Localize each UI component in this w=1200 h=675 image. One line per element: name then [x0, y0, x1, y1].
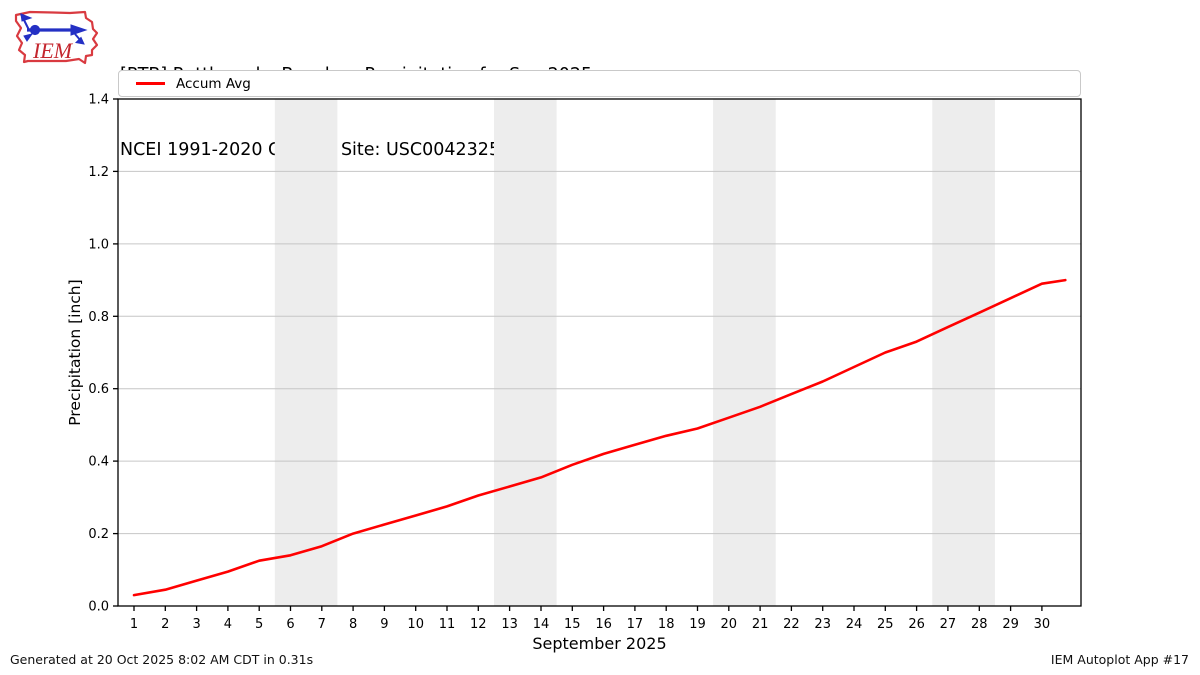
svg-text:9: 9: [380, 617, 388, 632]
svg-text:29: 29: [1002, 617, 1019, 632]
svg-text:23: 23: [814, 617, 831, 632]
svg-text:7: 7: [318, 617, 326, 632]
svg-text:1.2: 1.2: [88, 165, 109, 180]
svg-text:3: 3: [192, 617, 200, 632]
app-credit: IEM Autoplot App #17: [1050, 652, 1189, 667]
svg-text:12: 12: [470, 617, 487, 632]
logo-text: IEM: [32, 38, 74, 63]
svg-text:19: 19: [689, 617, 706, 632]
svg-text:6: 6: [286, 617, 294, 632]
svg-text:Precipitation [inch]: Precipitation [inch]: [66, 279, 84, 425]
svg-text:16: 16: [595, 617, 612, 632]
svg-text:11: 11: [439, 617, 456, 632]
svg-text:8: 8: [349, 617, 357, 632]
svg-text:25: 25: [877, 617, 894, 632]
svg-text:1.4: 1.4: [88, 93, 109, 108]
svg-text:0.2: 0.2: [88, 527, 109, 542]
svg-text:17: 17: [627, 617, 644, 632]
svg-text:5: 5: [255, 617, 263, 632]
svg-text:1.0: 1.0: [88, 237, 109, 252]
legend-line-swatch: [136, 82, 165, 85]
svg-text:0.8: 0.8: [88, 310, 109, 325]
weather-vane-icon: [20, 13, 88, 45]
svg-text:September 2025: September 2025: [532, 634, 666, 653]
svg-text:4: 4: [224, 617, 232, 632]
svg-text:0.0: 0.0: [88, 600, 109, 615]
svg-text:10: 10: [407, 617, 424, 632]
svg-text:22: 22: [783, 617, 800, 632]
svg-text:20: 20: [721, 617, 738, 632]
svg-text:30: 30: [1034, 617, 1051, 632]
generated-timestamp: Generated at 20 Oct 2025 8:02 AM CDT in …: [10, 652, 314, 667]
svg-text:28: 28: [971, 617, 988, 632]
svg-text:13: 13: [501, 617, 518, 632]
svg-text:1: 1: [130, 617, 138, 632]
svg-text:24: 24: [846, 617, 863, 632]
svg-text:18: 18: [658, 617, 675, 632]
svg-text:15: 15: [564, 617, 581, 632]
iowa-outline: [14, 10, 99, 65]
iem-logo-icon: IEM: [14, 10, 99, 65]
svg-text:27: 27: [940, 617, 957, 632]
legend: Accum Avg: [118, 70, 1081, 97]
svg-text:26: 26: [908, 617, 925, 632]
svg-text:0.6: 0.6: [88, 382, 109, 397]
svg-text:21: 21: [752, 617, 769, 632]
svg-text:0.4: 0.4: [88, 455, 109, 470]
svg-text:14: 14: [533, 617, 550, 632]
svg-text:2: 2: [161, 617, 169, 632]
legend-label: Accum Avg: [176, 75, 251, 92]
